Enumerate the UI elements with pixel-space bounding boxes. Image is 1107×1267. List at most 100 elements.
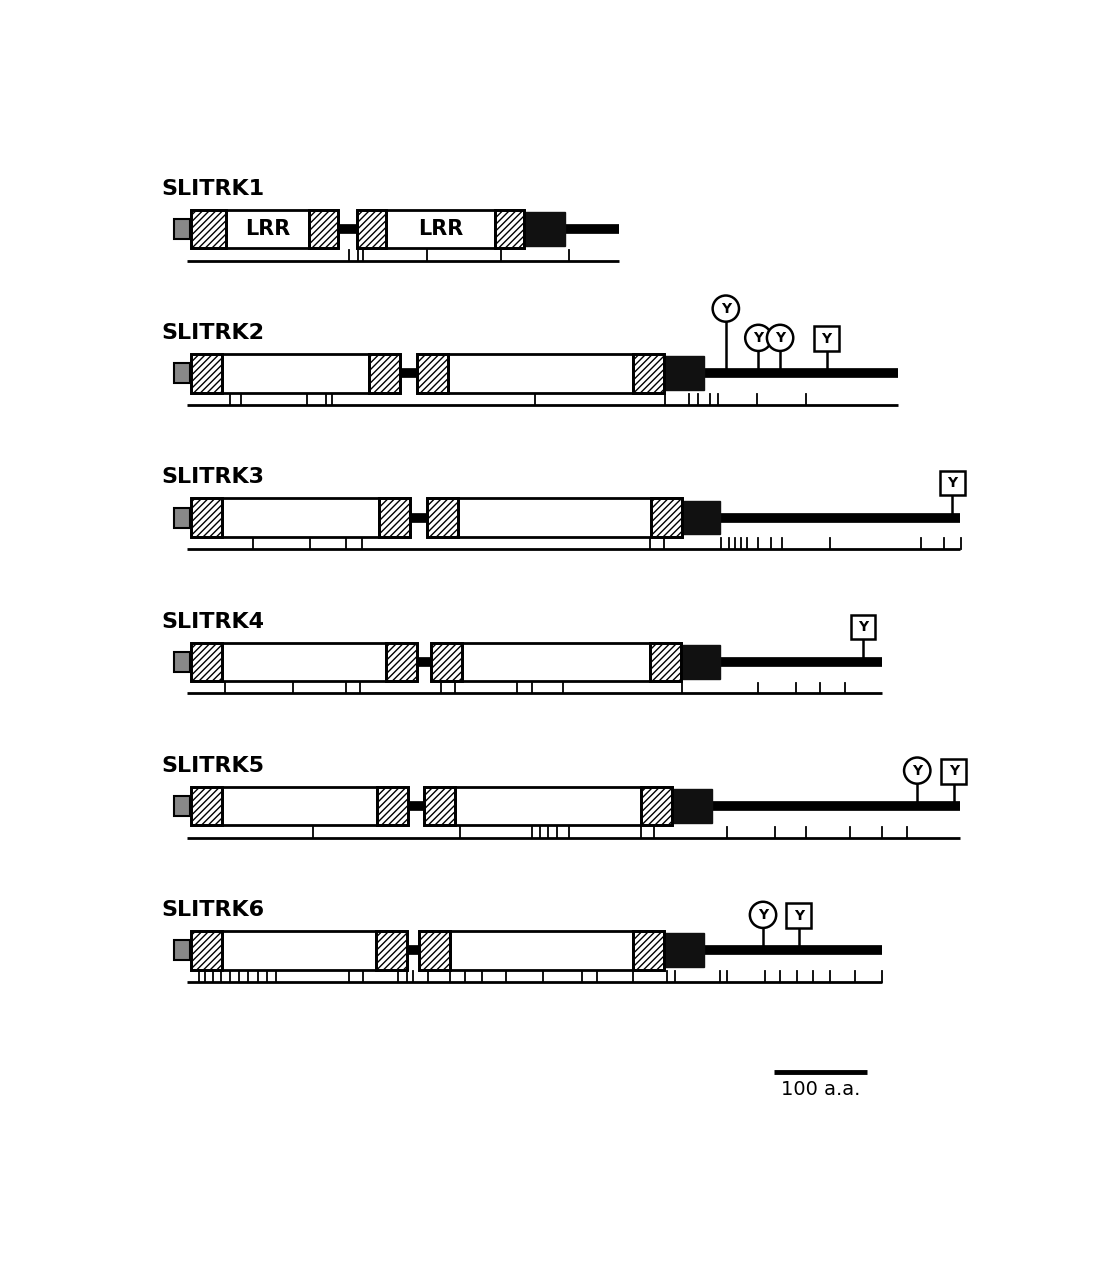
Bar: [192, 931, 223, 969]
Bar: [449, 931, 633, 969]
Bar: [424, 787, 455, 825]
Bar: [386, 642, 417, 682]
Bar: [650, 642, 681, 682]
Bar: [377, 787, 408, 825]
Bar: [223, 353, 370, 393]
Bar: [786, 903, 811, 927]
Text: Y: Y: [858, 620, 868, 634]
Text: SLITRK4: SLITRK4: [162, 612, 265, 632]
Bar: [682, 500, 720, 535]
Bar: [525, 212, 565, 246]
Text: Y: Y: [775, 331, 785, 345]
Bar: [223, 642, 386, 682]
Bar: [377, 787, 408, 825]
Bar: [641, 787, 672, 825]
Bar: [941, 759, 966, 784]
Text: Y: Y: [758, 908, 768, 922]
Text: SLITRK1: SLITRK1: [162, 179, 265, 199]
Bar: [192, 210, 226, 248]
Bar: [192, 353, 223, 393]
Bar: [463, 642, 650, 682]
Bar: [174, 940, 189, 960]
Bar: [192, 498, 223, 537]
Text: Y: Y: [721, 302, 731, 315]
Bar: [223, 787, 377, 825]
Bar: [681, 645, 720, 679]
Bar: [650, 642, 681, 682]
Bar: [386, 642, 417, 682]
Text: Y: Y: [949, 764, 959, 778]
Bar: [309, 210, 339, 248]
Bar: [651, 498, 682, 537]
Text: Y: Y: [753, 331, 764, 345]
Bar: [192, 353, 223, 393]
Bar: [309, 210, 339, 248]
Bar: [223, 931, 375, 969]
Bar: [424, 787, 455, 825]
Bar: [457, 498, 651, 537]
Bar: [633, 353, 664, 393]
Bar: [814, 327, 839, 351]
Bar: [417, 353, 448, 393]
Text: LRR: LRR: [418, 219, 463, 239]
Bar: [174, 796, 189, 816]
Bar: [356, 210, 386, 248]
Bar: [633, 353, 664, 393]
Bar: [370, 353, 401, 393]
Bar: [633, 931, 664, 969]
Circle shape: [745, 324, 772, 351]
Bar: [418, 931, 449, 969]
Bar: [495, 210, 525, 248]
Bar: [174, 508, 189, 527]
Bar: [672, 789, 712, 824]
Bar: [192, 642, 223, 682]
Bar: [223, 498, 379, 537]
Circle shape: [713, 295, 739, 322]
Bar: [432, 642, 463, 682]
Circle shape: [767, 324, 794, 351]
Text: SLITRK6: SLITRK6: [162, 901, 265, 920]
Text: SLITRK3: SLITRK3: [162, 468, 265, 488]
Bar: [426, 498, 457, 537]
Bar: [370, 353, 401, 393]
Circle shape: [904, 758, 930, 784]
Bar: [192, 642, 223, 682]
Text: Y: Y: [948, 476, 958, 490]
Bar: [192, 210, 226, 248]
Bar: [192, 498, 223, 537]
Bar: [651, 498, 682, 537]
Bar: [379, 498, 410, 537]
Text: SLITRK2: SLITRK2: [162, 323, 265, 343]
Bar: [418, 931, 449, 969]
Bar: [495, 210, 525, 248]
Bar: [192, 787, 223, 825]
Bar: [664, 934, 704, 967]
Bar: [386, 210, 495, 248]
Bar: [426, 498, 457, 537]
Bar: [432, 642, 463, 682]
Bar: [356, 210, 386, 248]
Bar: [417, 353, 448, 393]
Text: Y: Y: [794, 908, 804, 922]
Text: SLITRK5: SLITRK5: [162, 756, 265, 775]
Bar: [192, 787, 223, 825]
Text: Y: Y: [821, 332, 831, 346]
Bar: [174, 364, 189, 384]
Bar: [192, 931, 223, 969]
Bar: [633, 931, 664, 969]
Bar: [174, 651, 189, 672]
Bar: [375, 931, 406, 969]
Bar: [641, 787, 672, 825]
Circle shape: [749, 902, 776, 927]
Bar: [455, 787, 641, 825]
Text: LRR: LRR: [245, 219, 290, 239]
Bar: [664, 356, 704, 390]
Bar: [375, 931, 406, 969]
Bar: [448, 353, 633, 393]
Bar: [379, 498, 410, 537]
Text: 100 a.a.: 100 a.a.: [780, 1079, 860, 1098]
Bar: [226, 210, 309, 248]
Bar: [940, 470, 964, 495]
Text: Y: Y: [912, 764, 922, 778]
Bar: [850, 614, 876, 640]
